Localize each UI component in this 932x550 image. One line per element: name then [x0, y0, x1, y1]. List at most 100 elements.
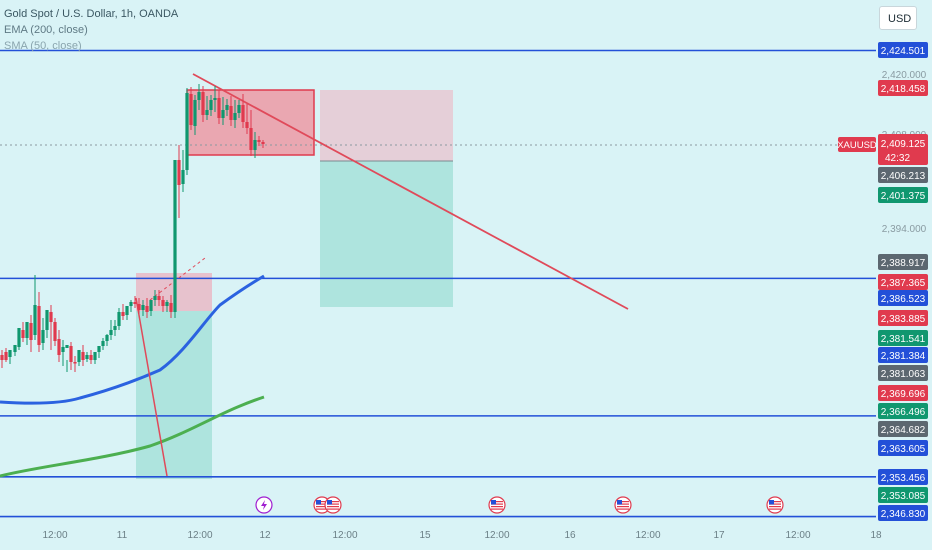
candle-body [97, 346, 101, 352]
price-label: 2,364.682 [881, 425, 926, 436]
candle-body [189, 94, 193, 125]
candle-body [229, 106, 233, 120]
price-label: 2,381.384 [881, 351, 926, 362]
candle-body [73, 362, 77, 364]
candle-body [177, 160, 181, 185]
candle-body [241, 105, 245, 122]
price-label: 2,363.605 [881, 444, 926, 455]
price-label-bg [878, 274, 928, 290]
price-label: 2,401.375 [881, 191, 926, 202]
us-flag-icon[interactable] [324, 496, 342, 514]
price-label: 2,383.885 [881, 314, 926, 325]
candlestick-series[interactable] [0, 84, 265, 372]
time-axis-label: 12:00 [785, 530, 810, 541]
symbol-title[interactable]: Gold Spot / U.S. Dollar, 1h, OANDA [4, 8, 179, 20]
candle-body [237, 105, 241, 113]
candle-body [141, 305, 145, 310]
candle-body [29, 323, 33, 340]
candle-body [49, 312, 53, 322]
candle-body [257, 140, 261, 142]
event-markers[interactable] [255, 496, 784, 514]
price-label: 2,381.541 [881, 334, 926, 345]
sma-50-line[interactable] [0, 395, 265, 478]
price-label-bg [878, 469, 928, 485]
price-tick: 2,420.000 [882, 70, 927, 81]
short-target-zone-1[interactable] [136, 311, 212, 479]
price-label-bg [878, 347, 928, 363]
us-flag-icon[interactable] [488, 496, 506, 514]
candle-body [125, 306, 129, 315]
price-label-bg [878, 385, 928, 401]
chart-legend: Gold Spot / U.S. Dollar, 1h, OANDA EMA (… [4, 6, 178, 54]
candle-body [25, 322, 29, 338]
candle-body [221, 110, 225, 118]
price-label-bg [878, 365, 928, 381]
candle-body [33, 305, 37, 335]
candle-body [93, 352, 97, 360]
candle-body [121, 312, 125, 316]
candle-body [109, 330, 113, 335]
price-label-bg [878, 440, 928, 456]
price-label-bg [878, 487, 928, 503]
candle-body [169, 303, 173, 312]
candle-body [69, 346, 73, 362]
horizontal-levels[interactable] [0, 49, 876, 518]
price-label-bg [878, 187, 928, 203]
candle-body [105, 335, 109, 341]
candle-body [217, 98, 221, 118]
price-tick: 2,394.000 [882, 224, 927, 235]
ema-200-line[interactable] [0, 274, 265, 405]
candle-body [81, 352, 85, 360]
candle-body [133, 302, 137, 304]
current-symbol-label: XAUUSD [837, 140, 877, 151]
countdown-label: 42:32 [885, 153, 910, 164]
candle-body [253, 140, 257, 150]
candle-body [165, 302, 169, 306]
candle-body [181, 170, 185, 184]
current-price-marker: XAUUSD 2,409.125 42:32 [837, 134, 928, 165]
price-label: 2,418.458 [881, 84, 926, 95]
candle-body [53, 322, 57, 341]
currency-button[interactable]: USD [879, 6, 917, 30]
candle-body [233, 113, 237, 120]
candle-body [209, 100, 213, 110]
ema-indicator-label[interactable]: EMA (200, close) [4, 24, 88, 36]
price-label: 2,386.523 [881, 294, 926, 305]
candle-body [249, 128, 253, 150]
steep-trend-line[interactable] [135, 297, 168, 477]
candle-body [117, 312, 121, 326]
time-axis-label: 12:00 [484, 530, 509, 541]
candle-body [4, 352, 8, 360]
descending-trend-line[interactable] [192, 73, 629, 310]
time-axis-label: 12:00 [42, 530, 67, 541]
time-axis-label: 16 [564, 530, 576, 541]
time-axis-label: 12:00 [187, 530, 212, 541]
candle-body [13, 345, 17, 352]
price-label-bg [878, 167, 928, 183]
candle-body [185, 93, 189, 170]
candle-body [17, 328, 21, 347]
price-scale-labels: 2,424.501 2,418.458 2,406.213 2,401.375 2,38… [878, 42, 928, 521]
lightning-icon[interactable] [255, 496, 273, 514]
candle-body [21, 330, 25, 338]
price-label-bg [878, 403, 928, 419]
candle-body [157, 296, 161, 300]
candle-body [77, 350, 81, 362]
candle-body [225, 105, 229, 110]
candle-body [137, 304, 141, 310]
candle-body [89, 355, 93, 360]
candle-body [61, 347, 65, 352]
candle-body [8, 350, 12, 357]
time-axis-label: 17 [713, 530, 725, 541]
candle-body [201, 92, 205, 115]
candle-body [57, 339, 61, 355]
sma-indicator-label[interactable]: SMA (50, close) [4, 40, 82, 52]
us-flag-icon[interactable] [766, 496, 784, 514]
time-axis-label: 12 [259, 530, 271, 541]
time-axis-label: 18 [870, 530, 882, 541]
short-target-zone-2[interactable] [320, 161, 453, 307]
us-flag-icon[interactable] [614, 496, 632, 514]
price-label: 2,353.456 [881, 473, 926, 484]
short-stop-zone-2[interactable] [320, 90, 453, 161]
